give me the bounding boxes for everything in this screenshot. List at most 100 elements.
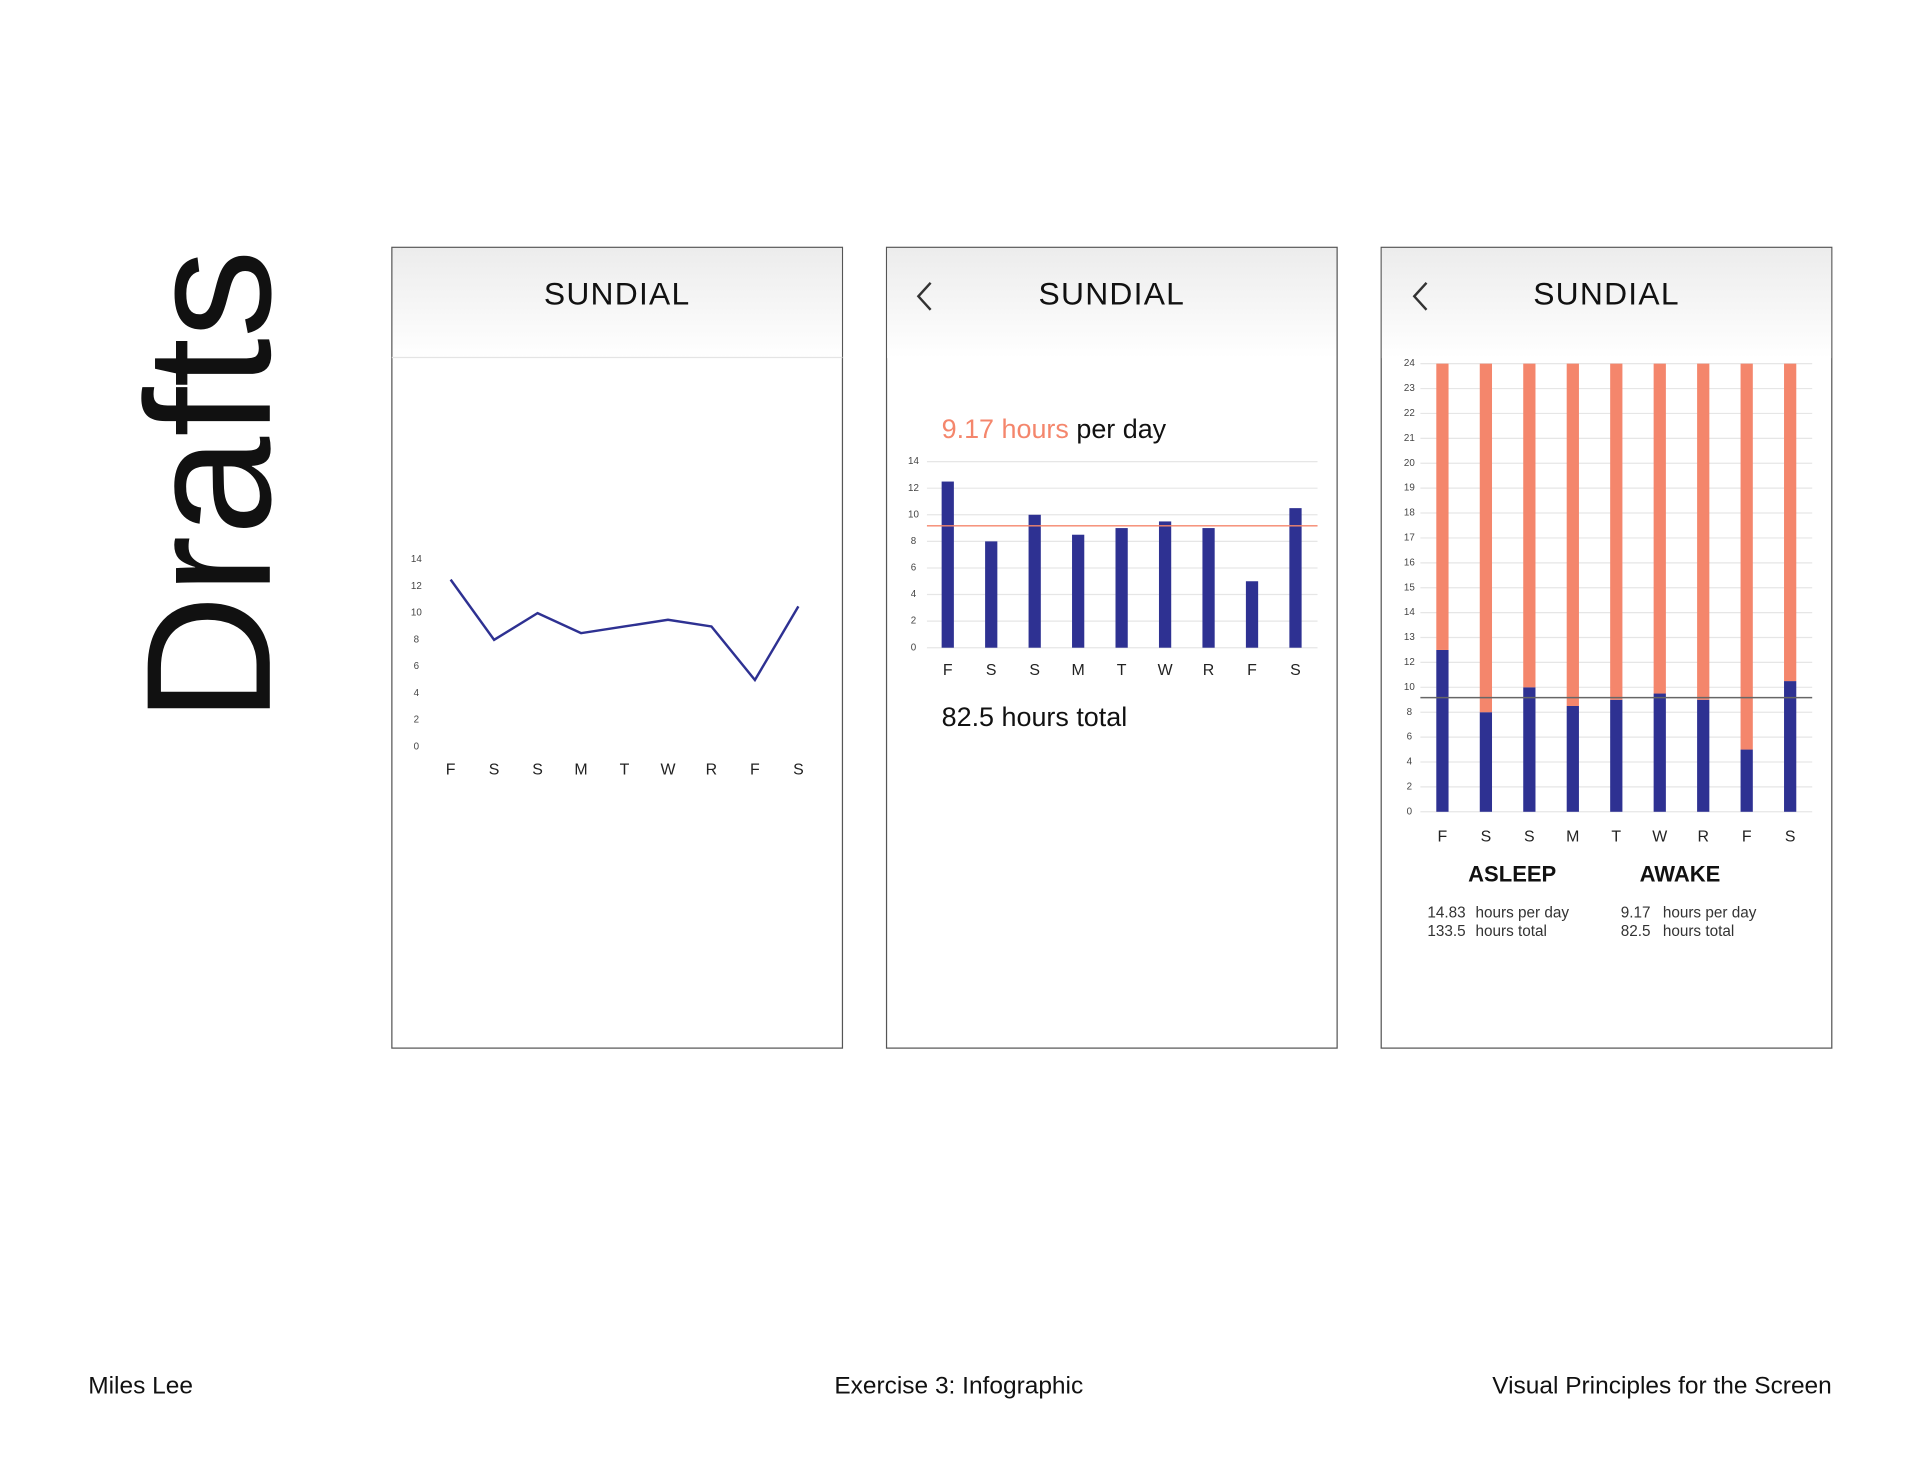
y-tick-label: 6 <box>1407 732 1413 743</box>
y-tick-label: 22 <box>1404 408 1415 419</box>
app-title: SUNDIAL <box>1533 276 1680 312</box>
x-tick-label: F <box>1247 662 1257 679</box>
bar-segment <box>1653 363 1666 694</box>
back-button[interactable] <box>916 282 932 311</box>
bar-segment <box>1697 363 1710 700</box>
x-tick-label: T <box>1611 829 1621 846</box>
bar <box>1289 508 1302 648</box>
y-tick-label: 12 <box>908 483 919 494</box>
stat-heading: ASLEEP <box>1468 861 1556 886</box>
y-tick-label: 14 <box>908 456 919 467</box>
y-tick-label: 4 <box>414 688 420 699</box>
y-tick-label: 0 <box>1407 806 1413 817</box>
y-tick-label: 0 <box>414 741 420 752</box>
stat-label: hours total <box>1475 923 1546 940</box>
phone-1 <box>391 246 844 1049</box>
bar-segment <box>1740 749 1753 812</box>
y-tick-label: 16 <box>1404 557 1415 568</box>
x-tick-label: W <box>660 761 675 778</box>
app-title: SUNDIAL <box>1039 276 1186 312</box>
x-tick-label: S <box>1785 829 1796 846</box>
summary: 9.17 hours per day <box>942 414 1167 444</box>
y-tick-label: 12 <box>411 581 422 592</box>
app-title: SUNDIAL <box>544 276 691 312</box>
bar-segment <box>1784 363 1797 682</box>
chart: SUNDIAL 0 2 4 6 8 10 12 14 F S S M T W R F S <box>411 276 804 779</box>
y-tick-label: 23 <box>1404 383 1415 394</box>
bar-segment <box>1479 712 1493 812</box>
y-tick-label: 6 <box>414 661 420 672</box>
stat-label: hours per day <box>1663 904 1757 921</box>
bar-segment <box>1610 699 1623 812</box>
bar <box>1202 528 1215 648</box>
x-tick-label: S <box>1029 662 1040 679</box>
bar <box>1245 581 1259 648</box>
stat-label: hours total <box>1663 923 1734 940</box>
bar-segment <box>1697 699 1710 812</box>
bar-segment <box>1566 705 1579 812</box>
y-tick-label: 24 <box>1404 358 1415 369</box>
y-tick-label: 15 <box>1404 582 1415 593</box>
x-tick-label: F <box>943 662 953 679</box>
summary-highlight: 9.17 hours <box>942 414 1069 444</box>
bar <box>985 541 998 648</box>
y-tick-label: 21 <box>1404 433 1415 444</box>
chart: SUNDIAL024681012131415161718192021222324… <box>1404 276 1813 940</box>
x-tick-label: M <box>1566 829 1579 846</box>
data-line <box>449 578 800 683</box>
y-tick-label: 2 <box>414 715 419 726</box>
x-tick-label: S <box>532 761 543 778</box>
x-tick-label: W <box>1652 829 1667 846</box>
bar-segment <box>1610 363 1623 700</box>
stat-label: hours per day <box>1475 904 1569 921</box>
x-tick-label: F <box>750 761 760 778</box>
stat-heading: AWAKE <box>1640 861 1721 886</box>
x-tick-label: S <box>489 761 500 778</box>
y-tick-label: 8 <box>414 634 420 645</box>
bar-segment <box>1436 649 1449 812</box>
x-tick-label: M <box>574 761 587 778</box>
footer-center: Exercise 3: Infographic <box>834 1373 1083 1400</box>
bar-segment <box>1523 687 1536 812</box>
x-tick-label: S <box>1481 829 1492 846</box>
summary-rest: per day <box>1076 414 1166 444</box>
bar-segment <box>1566 363 1579 706</box>
y-tick-label: 14 <box>411 554 422 565</box>
bar-segment <box>1653 693 1666 812</box>
phone-frame <box>1380 246 1833 1049</box>
stat-value: 9.17 <box>1621 904 1651 921</box>
x-tick-label: R <box>1697 829 1709 846</box>
x-tick-label: W <box>1158 662 1173 679</box>
total: 82.5 hours total <box>942 702 1128 732</box>
x-tick-label: S <box>1290 662 1301 679</box>
y-tick-label: 0 <box>911 642 917 653</box>
bar <box>1115 528 1128 648</box>
y-tick-label: 4 <box>911 589 917 600</box>
phone-3 <box>1380 246 1833 1049</box>
stat-value: 133.5 <box>1427 923 1465 940</box>
y-tick-label: 18 <box>1404 508 1415 519</box>
y-tick-label: 10 <box>411 608 422 619</box>
back-button[interactable] <box>1412 282 1428 311</box>
y-tick-label: 13 <box>1404 632 1415 643</box>
header-bar <box>392 247 842 359</box>
bar-segment <box>1523 363 1536 688</box>
x-tick-label: S <box>1524 829 1535 846</box>
bar <box>1028 514 1041 648</box>
heading: Drafts <box>109 249 308 722</box>
y-tick-label: 10 <box>908 509 919 520</box>
header-bar <box>1381 247 1832 359</box>
y-tick-label: 10 <box>1404 682 1415 693</box>
stat-value: 82.5 <box>1621 923 1651 940</box>
y-tick-label: 8 <box>911 536 917 547</box>
x-tick-label: S <box>793 761 804 778</box>
footer-left: Miles Lee <box>88 1373 193 1400</box>
x-tick-label: R <box>1203 662 1215 679</box>
bar-segment <box>1436 363 1449 650</box>
phone-frame <box>391 246 844 1049</box>
x-tick-label: M <box>1072 662 1085 679</box>
x-tick-label: F <box>1438 829 1448 846</box>
x-tick-label: T <box>620 761 630 778</box>
y-tick-label: 8 <box>1407 707 1413 718</box>
y-tick-label: 20 <box>1404 458 1415 469</box>
